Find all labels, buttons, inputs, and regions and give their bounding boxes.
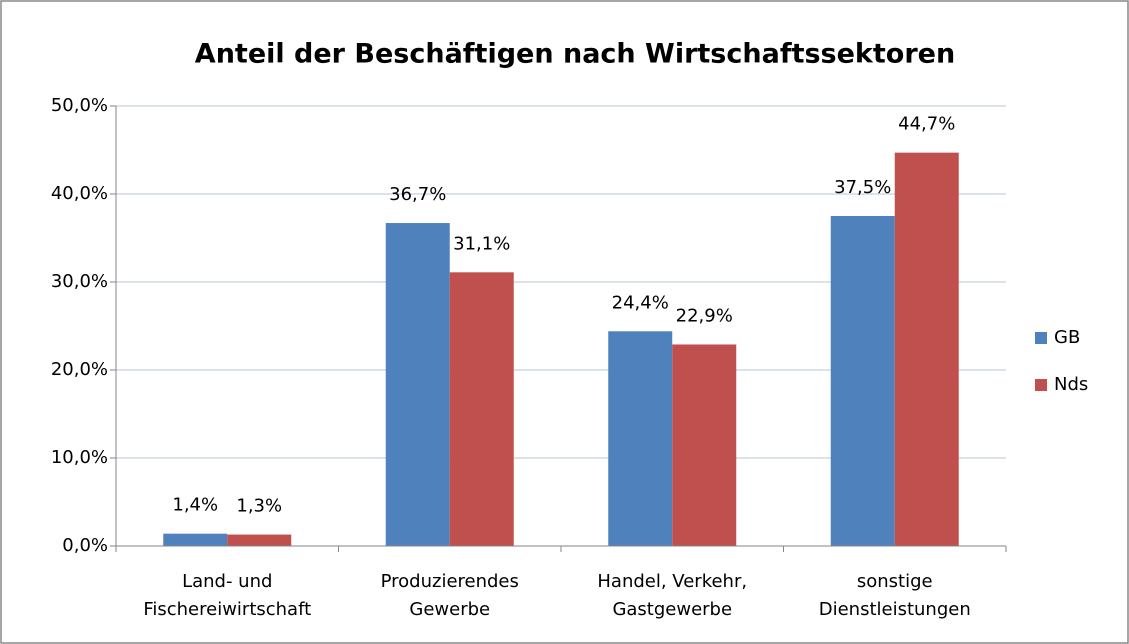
data-label: 1,4% <box>172 495 218 516</box>
bar <box>227 534 292 546</box>
bar <box>449 272 514 546</box>
data-label: 37,5% <box>834 177 891 198</box>
bar <box>894 152 959 546</box>
x-tick-label: Gewerbe <box>409 599 490 620</box>
y-tick-label: 0,0% <box>62 535 108 556</box>
legend-swatch <box>1035 379 1047 391</box>
data-label: 1,3% <box>236 496 282 517</box>
x-tick-label: Gastgewerbe <box>612 599 732 620</box>
legend-swatch <box>1035 332 1047 344</box>
y-tick-label: 50,0% <box>51 95 108 116</box>
x-tick-label: Fischereiwirtschaft <box>143 599 311 620</box>
legend-label: GB <box>1054 327 1080 348</box>
legend-label: Nds <box>1054 374 1088 395</box>
chart-title: Anteil der Beschäftigen nach Wirtschafts… <box>195 39 955 70</box>
x-tick-label: Handel, Verkehr, <box>597 571 747 592</box>
bar <box>608 331 673 546</box>
x-tick-label: Produzierendes <box>381 571 519 592</box>
data-label: 31,1% <box>453 233 510 254</box>
y-tick-label: 30,0% <box>51 271 108 292</box>
bar <box>385 223 450 547</box>
bar <box>163 533 228 546</box>
y-tick-label: 40,0% <box>51 183 108 204</box>
x-tick-label: sonstige <box>857 571 933 592</box>
data-label: 24,4% <box>612 292 669 313</box>
x-tick-label: Dienstleistungen <box>819 599 971 620</box>
y-tick-label: 10,0% <box>51 447 108 468</box>
data-label: 44,7% <box>898 114 955 135</box>
y-tick-label: 20,0% <box>51 359 108 380</box>
x-tick-label: Land- und <box>182 571 272 592</box>
data-label: 36,7% <box>389 184 446 205</box>
bar <box>672 344 737 546</box>
bar <box>830 216 895 546</box>
data-label: 22,9% <box>676 305 733 326</box>
